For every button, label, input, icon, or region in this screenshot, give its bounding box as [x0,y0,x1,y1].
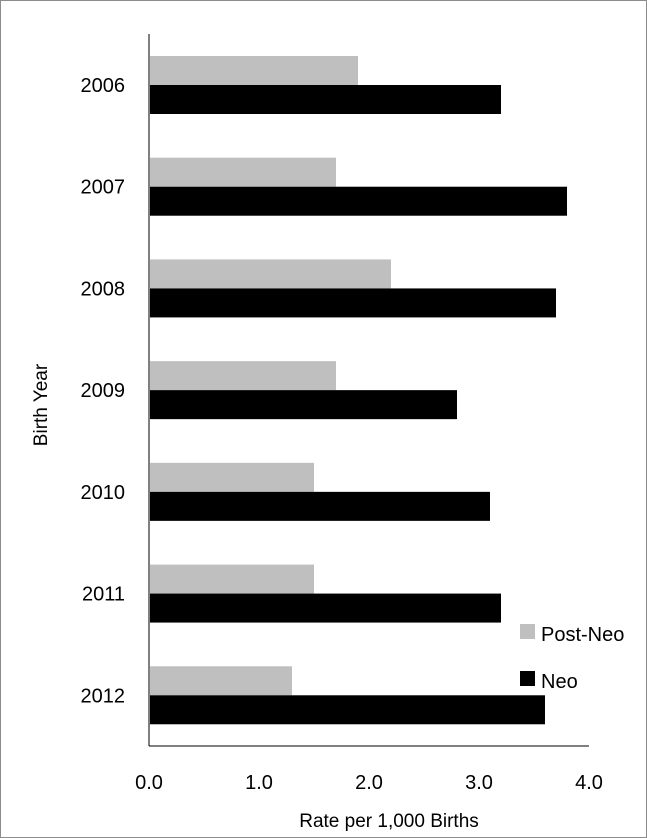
legend-label-post-neo: Post-Neo [541,624,624,646]
bar-post-neo-2012 [150,666,292,696]
y-tick-label-2006: 2006 [81,75,126,97]
bar-post-neo-2007 [150,157,336,187]
bar-neo-2008 [150,288,556,318]
bar-neo-2007 [150,186,567,216]
bar-neo-2012 [150,695,545,725]
y-tick-label-2007: 2007 [81,177,126,199]
bar-neo-2006 [150,85,501,114]
x-tick-label-3-0: 3.0 [465,772,493,794]
x-tick-labels: 0.0 1.0 2.0 3.0 4.0 [135,772,603,794]
bar-neo-2010 [150,491,490,521]
x-tick-label-4-0: 4.0 [575,772,603,794]
legend: Post-Neo Neo [520,624,624,693]
bar-post-neo-2010 [150,462,314,492]
legend-label-neo: Neo [541,671,578,693]
y-tick-label-2012: 2012 [81,685,126,707]
bar-post-neo-2011 [150,564,314,594]
bar-post-neo-2009 [150,361,336,391]
y-tick-labels: 2006 2007 2008 2009 2010 2011 2012 [81,75,126,707]
y-tick-label-2010: 2010 [81,482,126,504]
bar-post-neo-2006 [150,56,358,85]
x-tick-label-0-0: 0.0 [135,772,163,794]
x-tick-label-2-0: 2.0 [355,772,383,794]
y-tick-label-2011: 2011 [82,584,125,606]
y-tick-label-2009: 2009 [81,380,126,402]
y-tick-label-2008: 2008 [81,278,126,300]
legend-swatch-post-neo [520,624,535,639]
bar-post-neo-2008 [150,259,391,289]
bars-group [150,56,567,725]
bar-neo-2009 [150,390,457,420]
y-axis-title: Birth Year [31,363,52,446]
x-axis-title: Rate per 1,000 Births [299,811,479,832]
legend-swatch-neo [520,671,535,686]
x-tick-label-1-0: 1.0 [245,772,273,794]
bar-neo-2011 [150,593,501,623]
